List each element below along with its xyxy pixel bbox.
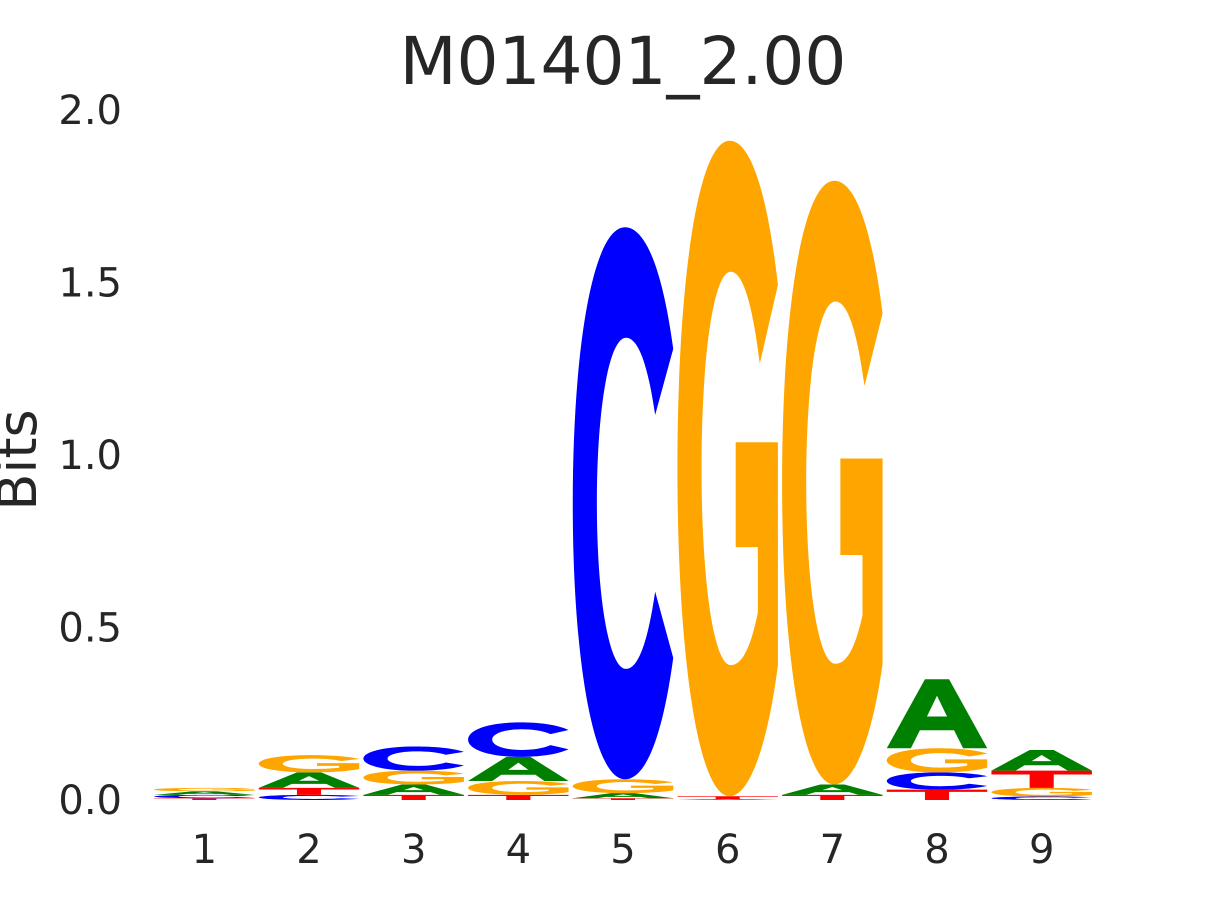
x-tick-label: 3	[401, 827, 426, 873]
y-tick-label: 1.0	[58, 433, 122, 479]
logo-letter-c-pos-8	[886, 772, 988, 790]
logo-letter-g-pos-9	[991, 787, 1092, 797]
logo-letter-g-pos-6	[677, 140, 778, 797]
x-tick-label: 8	[924, 827, 949, 873]
logo-glyphs	[154, 140, 1092, 801]
logo-letter-a-pos-3	[363, 784, 464, 795]
x-tick-label: 2	[296, 827, 321, 873]
x-axis-ticks: 1 2 3 4 5 6 7 8 9	[192, 827, 1055, 873]
logo-letter-t-pos-7	[782, 794, 883, 801]
logo-letter-c-pos-9	[991, 796, 1092, 800]
y-tick-label: 2.0	[58, 88, 122, 134]
logo-letter-g-pos-7	[782, 180, 883, 785]
logo-letter-a-pos-1	[154, 791, 255, 795]
logo-letter-a-pos-4	[468, 756, 569, 782]
x-tick-label: 9	[1029, 827, 1054, 873]
y-tick-label: 0.5	[58, 606, 122, 652]
logo-letter-g-pos-2	[258, 755, 360, 773]
logo-letter-c-pos-3	[363, 746, 464, 771]
logo-letter-t-pos-6	[677, 796, 778, 799]
x-tick-label: 7	[820, 827, 845, 873]
logo-letter-a-pos-5	[572, 793, 674, 799]
logo-letter-g-pos-5	[572, 779, 674, 794]
logo-letter-a-pos-2	[258, 772, 360, 788]
logo-letter-t-pos-3	[363, 794, 464, 801]
y-axis-ticks: 0.0 0.5 1.0 1.5 2.0	[58, 88, 122, 824]
logo-letter-a-pos-6	[677, 798, 778, 801]
x-tick-label: 4	[506, 827, 531, 873]
logo-letter-t-pos-5	[572, 798, 674, 800]
logo-letter-a-pos-9	[991, 749, 1092, 771]
logo-letter-c-pos-1	[154, 794, 255, 799]
logo-letter-g-pos-4	[468, 781, 569, 795]
x-tick-label: 5	[610, 827, 635, 873]
logo-letter-c-pos-4	[468, 722, 569, 757]
logo-letter-t-pos-8	[886, 789, 988, 800]
logo-letter-c-pos-2	[258, 794, 360, 801]
logo-letter-a-pos-7	[782, 784, 883, 795]
y-tick-label: 0.0	[58, 778, 122, 824]
logo-letter-t-pos-9	[991, 770, 1092, 788]
logo-letter-t-pos-2	[258, 787, 360, 795]
logo-letter-t-pos-1	[154, 798, 255, 800]
logo-letter-a-pos-8	[886, 679, 988, 749]
x-tick-label: 1	[192, 827, 217, 873]
logo-letter-g-pos-8	[886, 748, 988, 773]
logo-letter-t-pos-4	[468, 794, 569, 801]
y-axis-label: Bits	[0, 409, 49, 510]
chart-title: M01401_2.00	[400, 23, 847, 100]
logo-letter-g-pos-1	[154, 787, 255, 792]
logo-letter-g-pos-3	[363, 770, 464, 785]
y-tick-label: 1.5	[58, 261, 122, 307]
logo-letter-c-pos-5	[572, 227, 674, 780]
x-tick-label: 6	[715, 827, 740, 873]
